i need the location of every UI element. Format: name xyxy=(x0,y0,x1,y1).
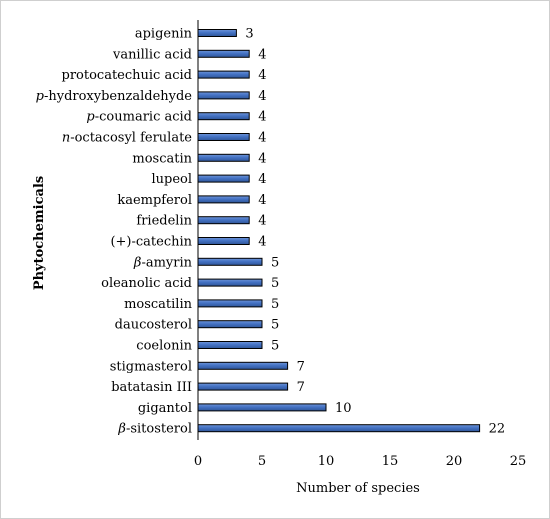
bar-daucosterol xyxy=(197,320,263,329)
bar-oleanolic-acid xyxy=(197,278,263,287)
category-label-protocatechuic-acid: protocatechuic acid xyxy=(62,68,192,83)
value-label-protocatechuic-acid: 4 xyxy=(258,68,266,83)
x-tick-10: 10 xyxy=(318,454,335,469)
category-label-amyrin: β-amyrin xyxy=(133,255,193,270)
bar-catechin xyxy=(197,237,250,245)
value-label-catechin: 4 xyxy=(258,235,266,250)
bar-sitosterol xyxy=(197,424,481,433)
bar-apigenin xyxy=(197,29,237,37)
value-label-vanillic-acid: 4 xyxy=(258,47,266,62)
value-label-kaempferol: 4 xyxy=(258,193,266,208)
bars-layer xyxy=(197,29,481,433)
x-tick-labels: 0 5 10 15 20 25 xyxy=(194,454,526,469)
x-tick-20: 20 xyxy=(446,454,463,469)
category-label-p-coumaric-acid: p-coumaric acid xyxy=(86,110,192,125)
category-label-oleanolic-acid: oleanolic acid xyxy=(101,276,192,291)
bar-vanillic-acid xyxy=(197,49,250,58)
bar-moscatilin xyxy=(197,299,263,308)
category-label-stigmasterol: stigmasterol xyxy=(110,359,192,374)
value-label-sitosterol: 22 xyxy=(489,422,506,437)
category-label-n-octacosyl-ferulate: n-octacosyl ferulate xyxy=(62,131,192,146)
value-label-oleanolic-acid: 5 xyxy=(271,276,279,291)
x-tick-0: 0 xyxy=(194,454,202,469)
bar-protocatechuic-acid xyxy=(197,70,250,79)
value-label-lupeol: 4 xyxy=(258,172,266,187)
bar-kaempferol xyxy=(197,195,250,204)
category-label-apigenin: apigenin xyxy=(135,27,193,42)
value-label-stigmasterol: 7 xyxy=(297,359,305,374)
category-label-moscatilin: moscatilin xyxy=(124,297,193,312)
category-label-kaempferol: kaempferol xyxy=(117,193,192,208)
bar-batatasin-iii xyxy=(197,382,289,391)
category-label-friedelin: friedelin xyxy=(136,214,192,229)
category-label-lupeol: lupeol xyxy=(151,172,192,187)
bar-stigmasterol xyxy=(197,361,289,370)
value-label-batatasin-iii: 7 xyxy=(297,380,305,395)
bar-lupeol xyxy=(197,174,250,183)
value-label-apigenin: 3 xyxy=(245,27,253,42)
category-label-gigantol: gigantol xyxy=(138,401,192,416)
category-label-p-hydroxybenzaldehyde: p-hydroxybenzaldehyde xyxy=(36,89,193,104)
x-axis-title: Number of species xyxy=(296,481,420,496)
bar-friedelin xyxy=(197,216,250,225)
bar-p-coumaric-acid xyxy=(197,112,250,121)
category-label-daucosterol: daucosterol xyxy=(115,318,192,333)
category-label-moscatin: moscatin xyxy=(132,151,192,166)
bar-p-hydroxybenzaldehyde xyxy=(197,91,250,100)
value-label-coelonin: 5 xyxy=(271,339,279,354)
value-label-amyrin: 5 xyxy=(271,255,279,270)
value-label-n-octacosyl-ferulate: 4 xyxy=(258,131,266,146)
value-label-p-coumaric-acid: 4 xyxy=(258,110,266,125)
category-label-coelonin: coelonin xyxy=(136,339,192,354)
bar-coelonin xyxy=(197,341,263,349)
value-label-gigantol: 10 xyxy=(335,401,352,416)
value-label-moscatin: 4 xyxy=(258,151,266,166)
value-label-daucosterol: 5 xyxy=(271,318,279,333)
category-label-sitosterol: β-sitosterol xyxy=(117,422,192,437)
value-label-p-hydroxybenzaldehyde: 4 xyxy=(258,89,266,104)
category-label-catechin: (+)-catechin xyxy=(110,235,192,250)
x-tick-25: 25 xyxy=(510,454,527,469)
value-label-moscatilin: 5 xyxy=(271,297,279,312)
x-tick-15: 15 xyxy=(382,454,399,469)
value-label-friedelin: 4 xyxy=(258,214,266,229)
bar-amyrin xyxy=(197,257,263,266)
bar-n-octacosyl-ferulate xyxy=(197,133,250,141)
category-labels: apigenin vanillic acid protocatechuic acid… xyxy=(36,27,193,437)
bar-gigantol xyxy=(197,403,327,412)
y-axis-title: Phytochemicals xyxy=(32,176,47,290)
category-label-vanillic-acid: vanillic acid xyxy=(112,47,192,62)
category-label-batatasin-iii: batatasin III xyxy=(111,380,192,395)
bar-moscatin xyxy=(197,153,250,162)
x-tick-5: 5 xyxy=(258,454,266,469)
